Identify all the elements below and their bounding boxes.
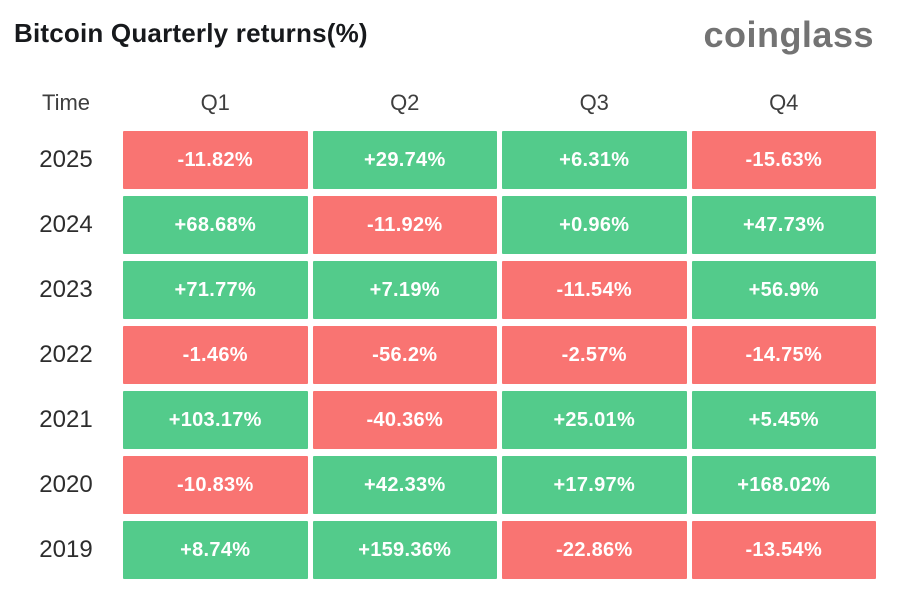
- return-cell: +47.73%: [691, 196, 876, 254]
- returns-table: 2025 -11.82% +29.74% +6.31% -15.63% 2024 +68.6…: [14, 131, 876, 579]
- year-label: 2025: [39, 146, 93, 173]
- coinglass-logo: coinglass: [703, 14, 874, 55]
- column-header-row: Time Q1 Q2 Q3 Q4: [14, 90, 876, 116]
- return-cell: +71.77%: [123, 261, 308, 319]
- return-cell: +42.33%: [312, 456, 497, 514]
- return-cell: -40.36%: [312, 391, 497, 449]
- return-cell: +6.31%: [502, 131, 687, 189]
- return-cell: +25.01%: [502, 391, 687, 449]
- return-cell: +68.68%: [123, 196, 308, 254]
- column-header-time: Time: [41, 90, 91, 115]
- column-header-q1: Q1: [200, 90, 230, 115]
- return-cell: -1.46%: [123, 326, 308, 384]
- return-cell: -10.83%: [123, 456, 308, 514]
- return-cell: -11.54%: [502, 261, 687, 319]
- return-cell: -11.92%: [312, 196, 497, 254]
- return-cell: +8.74%: [123, 521, 308, 579]
- column-header-q2: Q2: [390, 90, 420, 115]
- return-cell: -11.82%: [123, 131, 308, 189]
- year-label: 2019: [39, 536, 93, 563]
- return-cell: +0.96%: [502, 196, 687, 254]
- return-cell: +56.9%: [691, 261, 876, 319]
- column-header-q4: Q4: [769, 90, 799, 115]
- return-cell: +168.02%: [691, 456, 876, 514]
- return-cell: -22.86%: [502, 521, 687, 579]
- return-cell: -14.75%: [691, 326, 876, 384]
- year-label: 2023: [39, 276, 93, 303]
- return-cell: -15.63%: [691, 131, 876, 189]
- return-cell: -13.54%: [691, 521, 876, 579]
- return-cell: -2.57%: [502, 326, 687, 384]
- year-label: 2022: [39, 341, 93, 368]
- return-cell: +17.97%: [502, 456, 687, 514]
- page-title: Bitcoin Quarterly returns(%): [14, 18, 368, 48]
- year-label: 2020: [39, 471, 93, 498]
- return-cell: +29.74%: [312, 131, 497, 189]
- return-cell: +7.19%: [312, 261, 497, 319]
- return-cell: -56.2%: [312, 326, 497, 384]
- year-label: 2021: [39, 406, 93, 433]
- return-cell: +5.45%: [691, 391, 876, 449]
- header-bar: Bitcoin Quarterly returns(%) coinglass: [0, 0, 898, 62]
- return-cell: +159.36%: [312, 521, 497, 579]
- column-header-q3: Q3: [579, 90, 609, 115]
- year-label: 2024: [39, 211, 93, 238]
- return-cell: +103.17%: [123, 391, 308, 449]
